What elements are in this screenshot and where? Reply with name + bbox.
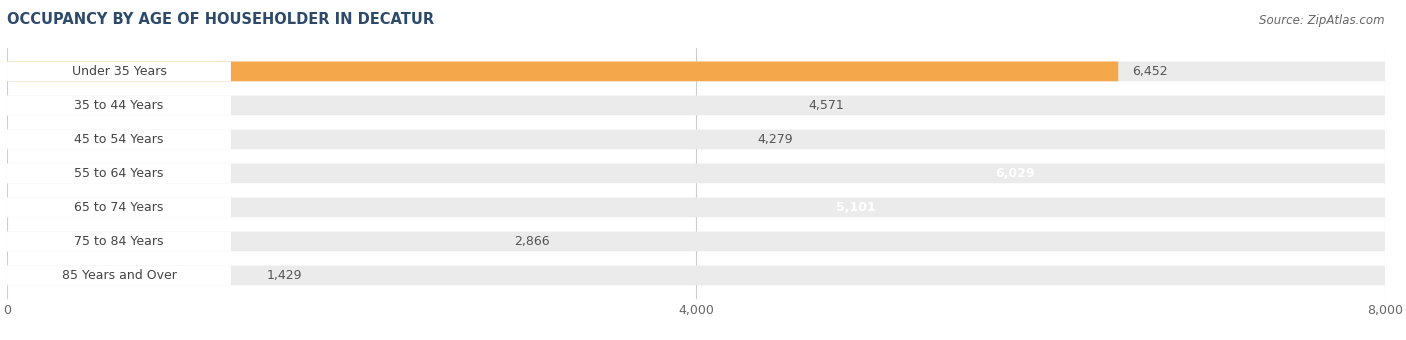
Text: Source: ZipAtlas.com: Source: ZipAtlas.com <box>1260 15 1385 28</box>
FancyBboxPatch shape <box>7 232 1385 251</box>
Text: 55 to 64 Years: 55 to 64 Years <box>75 167 163 180</box>
FancyBboxPatch shape <box>7 232 231 251</box>
FancyBboxPatch shape <box>7 164 231 183</box>
FancyBboxPatch shape <box>7 130 1385 149</box>
FancyBboxPatch shape <box>7 62 1385 81</box>
FancyBboxPatch shape <box>7 198 1385 217</box>
Text: 45 to 54 Years: 45 to 54 Years <box>75 133 163 146</box>
Text: 2,866: 2,866 <box>515 235 550 248</box>
Text: 5,101: 5,101 <box>835 201 876 214</box>
Text: Under 35 Years: Under 35 Years <box>72 65 166 78</box>
Text: 75 to 84 Years: 75 to 84 Years <box>75 235 163 248</box>
Text: 6,029: 6,029 <box>995 167 1035 180</box>
Text: 4,279: 4,279 <box>758 133 793 146</box>
FancyBboxPatch shape <box>7 198 231 217</box>
Text: OCCUPANCY BY AGE OF HOUSEHOLDER IN DECATUR: OCCUPANCY BY AGE OF HOUSEHOLDER IN DECAT… <box>7 13 434 28</box>
FancyBboxPatch shape <box>7 164 1385 183</box>
Text: 6,452: 6,452 <box>1132 65 1168 78</box>
Text: 65 to 74 Years: 65 to 74 Years <box>75 201 163 214</box>
FancyBboxPatch shape <box>7 62 231 81</box>
FancyBboxPatch shape <box>7 266 1385 285</box>
FancyBboxPatch shape <box>7 62 1118 81</box>
Text: 85 Years and Over: 85 Years and Over <box>62 269 176 282</box>
Text: 35 to 44 Years: 35 to 44 Years <box>75 99 163 112</box>
Text: 4,571: 4,571 <box>808 99 844 112</box>
FancyBboxPatch shape <box>7 130 231 149</box>
FancyBboxPatch shape <box>7 266 231 285</box>
FancyBboxPatch shape <box>7 96 231 115</box>
FancyBboxPatch shape <box>7 96 1385 115</box>
Text: 1,429: 1,429 <box>267 269 302 282</box>
